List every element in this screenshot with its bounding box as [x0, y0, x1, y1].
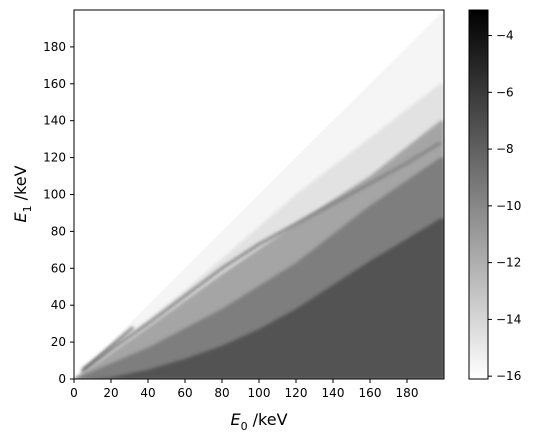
ridge-line	[82, 141, 442, 371]
y-tick-label: 40	[51, 298, 66, 312]
colorbar-tick-label: −10	[496, 199, 521, 213]
colorbar-ticks: −4 −6 −8 −10 −12 −14 −16	[488, 29, 521, 383]
colorbar-tick-label: −4	[496, 29, 514, 43]
y-tick-label: 80	[51, 224, 66, 238]
x-tick-label: 140	[322, 386, 345, 400]
y-axis-label: E1 /keV	[11, 165, 34, 222]
x-tick-label: 160	[359, 386, 382, 400]
y-tick-label: 160	[43, 77, 66, 91]
dark-lower-region	[74, 218, 444, 379]
y-axis-ticks: 0 20 40 60 80 100 120 140 160 180	[43, 40, 74, 386]
y-tick-label: 180	[43, 40, 66, 54]
x-tick-label: 40	[140, 386, 155, 400]
colorbar-tick-label: −14	[496, 312, 521, 326]
y-tick-label: 120	[43, 151, 66, 165]
y-tick-label: 140	[43, 114, 66, 128]
y-tick-label: 20	[51, 335, 66, 349]
x-tick-label: 60	[177, 386, 192, 400]
x-tick-label: 180	[396, 386, 419, 400]
x-tick-label: 120	[285, 386, 308, 400]
y-tick-label: 100	[43, 188, 66, 202]
x-tick-label: 0	[70, 386, 78, 400]
x-tick-label: 80	[214, 386, 229, 400]
colorbar-tick-label: −6	[496, 85, 514, 99]
colorbar	[468, 9, 489, 380]
x-axis-ticks: 0 20 40 60 80 100 120 140 160 180	[70, 379, 418, 400]
diagonal-streak	[80, 326, 135, 373]
x-tick-label: 100	[248, 386, 271, 400]
colorbar-tick-label: −8	[496, 142, 514, 156]
colorbar-tick-label: −12	[496, 256, 521, 270]
x-axis-label: E0 /keV	[230, 410, 287, 433]
heatmap-layers	[74, 13, 444, 379]
y-tick-label: 60	[51, 261, 66, 275]
y-tick-label: 0	[58, 372, 66, 386]
colorbar-tick-label: −16	[496, 369, 521, 383]
x-tick-label: 20	[103, 386, 118, 400]
